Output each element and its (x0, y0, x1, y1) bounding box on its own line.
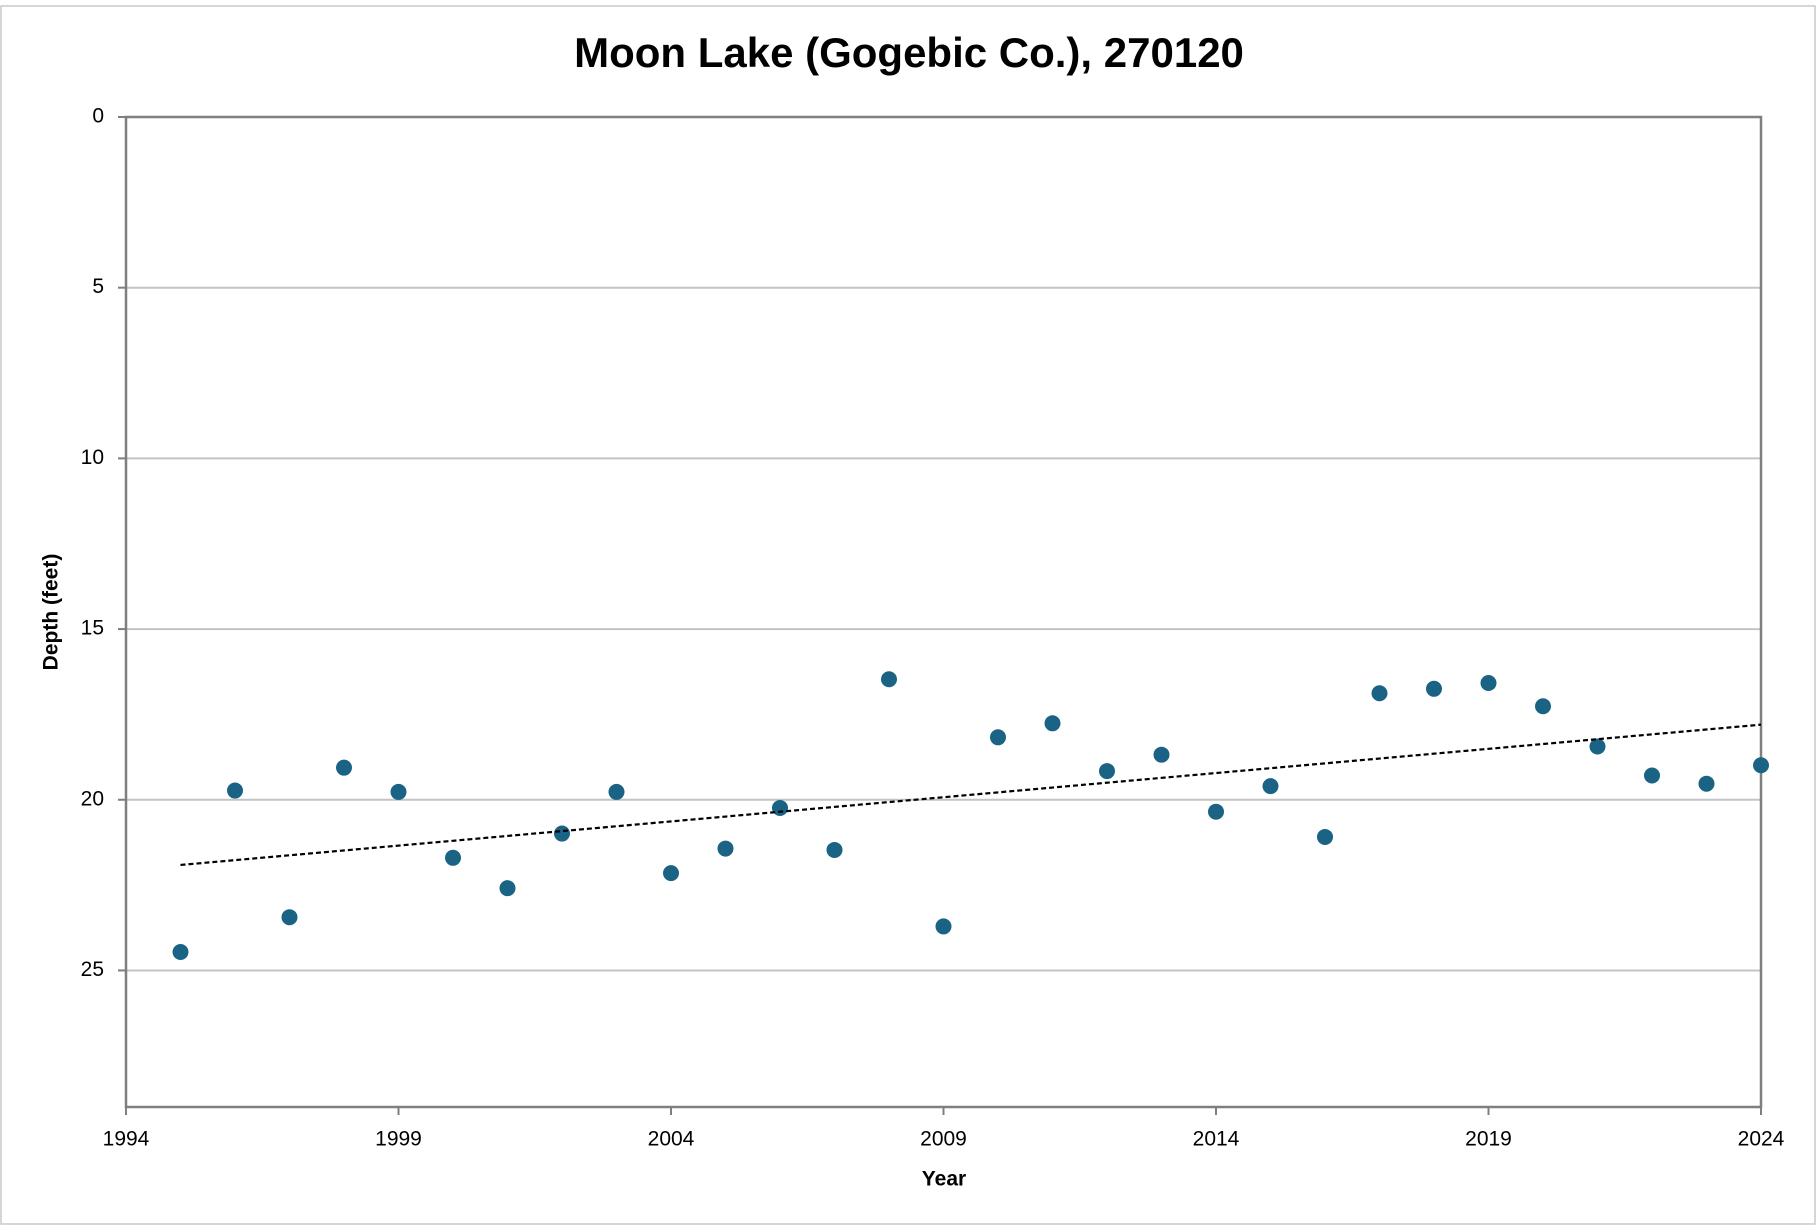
y-tick-label: 25 (81, 958, 104, 981)
data-point (881, 671, 897, 688)
x-tick-label: 1994 (103, 1128, 150, 1151)
data-point (554, 825, 570, 842)
x-tick-label: 2014 (1193, 1128, 1240, 1151)
data-point (1589, 738, 1606, 755)
data-point (608, 783, 625, 800)
x-tick-label: 2004 (648, 1128, 695, 1151)
data-point (172, 944, 189, 961)
data-point (390, 783, 407, 800)
data-point (1153, 746, 1170, 763)
data-point (772, 799, 788, 816)
data-point (717, 840, 734, 857)
data-point (1644, 767, 1660, 784)
data-point (1535, 698, 1551, 715)
data-point (1480, 675, 1497, 692)
data-point (1044, 715, 1061, 732)
data-point (499, 880, 516, 897)
y-axis-title: Depth (feet) (40, 554, 63, 671)
data-point (1371, 685, 1388, 702)
y-tick-label: 20 (81, 787, 104, 810)
y-tick-label: 15 (81, 617, 104, 640)
y-tick-label: 5 (92, 275, 104, 298)
chart-title: Moon Lake (Gogebic Co.), 270120 (574, 29, 1244, 76)
data-point (1317, 828, 1333, 845)
y-tick-label: 10 (81, 446, 104, 469)
x-tick-label: 1999 (375, 1128, 422, 1151)
x-tick-label: 2009 (920, 1128, 967, 1151)
data-point (336, 759, 352, 776)
data-point (1262, 778, 1279, 795)
data-point (1208, 803, 1224, 820)
x-axis-title: Year (922, 1168, 966, 1191)
data-point (227, 782, 243, 799)
data-point (826, 841, 843, 858)
data-point (445, 849, 461, 866)
data-point (1099, 763, 1115, 780)
data-point (935, 918, 952, 935)
x-tick-label: 2024 (1738, 1128, 1785, 1151)
y-tick-label: 0 (92, 105, 104, 128)
x-tick-label: 2019 (1465, 1128, 1512, 1151)
data-point (1698, 775, 1715, 792)
data-point (1753, 757, 1769, 774)
data-point (1426, 680, 1442, 697)
data-point (281, 909, 298, 926)
trendline (180, 723, 1762, 867)
data-point (990, 729, 1006, 746)
data-point (663, 865, 679, 882)
chart-frame (0, 5, 1816, 1225)
